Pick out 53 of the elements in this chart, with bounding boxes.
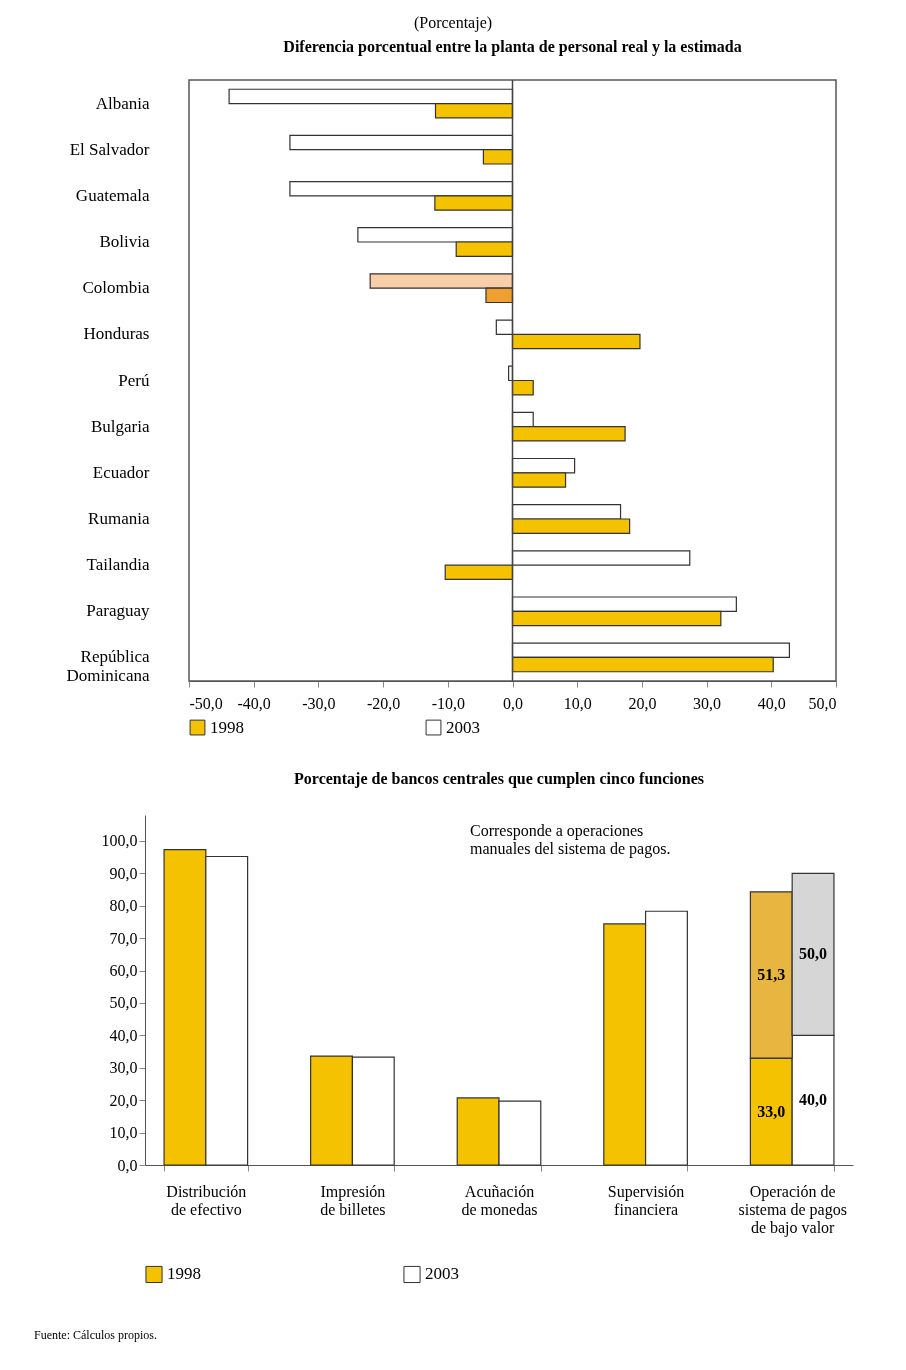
x-tick-label: Impresión de billetes bbox=[320, 1182, 386, 1218]
y-tick-label: Paraguay bbox=[86, 601, 150, 621]
y-tick-label: 60,0 bbox=[109, 962, 138, 980]
x-tick-label: -10,0 bbox=[431, 694, 465, 712]
x-tick-label: Acuñación de monedas bbox=[461, 1182, 538, 1218]
y-tick-label: Bolivia bbox=[99, 232, 150, 252]
y-tick-label: 100,0 bbox=[101, 832, 138, 850]
y-tick-label: 90,0 bbox=[109, 864, 138, 882]
data-label: 33,0 bbox=[757, 1102, 786, 1120]
y-tick-label: Tailandia bbox=[86, 555, 150, 575]
chart-subtitle: (Porcentaje) bbox=[412, 14, 494, 32]
chart-title: Diferencia porcentual entre la planta de personal real y la estimada bbox=[283, 38, 742, 57]
x-tick-label: Supervisión financiera bbox=[607, 1182, 685, 1218]
x-tick-label: -40,0 bbox=[237, 694, 271, 712]
y-tick-label: Colombia bbox=[82, 278, 150, 298]
y-tick-label: 70,0 bbox=[109, 929, 138, 947]
source-note: Fuente: Cálculos propios. bbox=[34, 1328, 158, 1343]
y-tick-label: 30,0 bbox=[109, 1059, 138, 1077]
x-tick-label: Operación de sistema de pagos de bajo valor bbox=[738, 1182, 847, 1237]
y-tick-label: Albania bbox=[95, 93, 150, 113]
annotation: Corresponde a operaciones manuales del sistema de pagos. bbox=[470, 822, 671, 858]
legend-label: 2003 bbox=[425, 1264, 459, 1284]
x-tick-label: 30,0 bbox=[693, 694, 722, 712]
y-tick-label: Ecuador bbox=[92, 462, 150, 482]
legend-label: 1998 bbox=[167, 1264, 201, 1284]
y-tick-label: Honduras bbox=[83, 324, 150, 344]
x-tick-label: -30,0 bbox=[302, 694, 336, 712]
x-tick-label: 50,0 bbox=[808, 694, 837, 712]
x-tick-label: 20,0 bbox=[628, 694, 657, 712]
x-tick-label: -50,0 bbox=[189, 694, 223, 712]
data-label: 50,0 bbox=[799, 945, 828, 963]
x-tick-label: 40,0 bbox=[757, 694, 786, 712]
y-tick-label: 80,0 bbox=[109, 897, 138, 915]
y-tick-label: República Dominicana bbox=[66, 647, 150, 686]
x-tick-label: 0,0 bbox=[503, 694, 523, 712]
y-tick-label: Rumania bbox=[88, 508, 150, 528]
x-tick-label: -20,0 bbox=[366, 694, 401, 712]
chart-title: Porcentaje de bancos centrales que cumplen cinco funciones bbox=[294, 770, 704, 788]
x-tick-label: 10,0 bbox=[563, 694, 592, 712]
y-tick-label: 40,0 bbox=[109, 1026, 138, 1044]
y-tick-label: Guatemala bbox=[75, 185, 150, 205]
y-tick-label: 20,0 bbox=[109, 1091, 138, 1109]
y-tick-label: 10,0 bbox=[109, 1124, 138, 1142]
x-tick-label: Distribución de efectivo bbox=[166, 1182, 247, 1218]
y-tick-label: El Salvador bbox=[69, 139, 150, 159]
y-tick-label: Perú bbox=[118, 370, 150, 390]
data-label: 51,3 bbox=[757, 965, 786, 983]
data-label: 40,0 bbox=[799, 1091, 828, 1109]
y-tick-label: 0,0 bbox=[117, 1156, 138, 1174]
legend-label: 1998 bbox=[210, 717, 244, 737]
y-tick-label: Bulgaria bbox=[90, 416, 150, 436]
legend-label: 2003 bbox=[446, 717, 480, 737]
y-tick-label: 50,0 bbox=[109, 994, 138, 1012]
